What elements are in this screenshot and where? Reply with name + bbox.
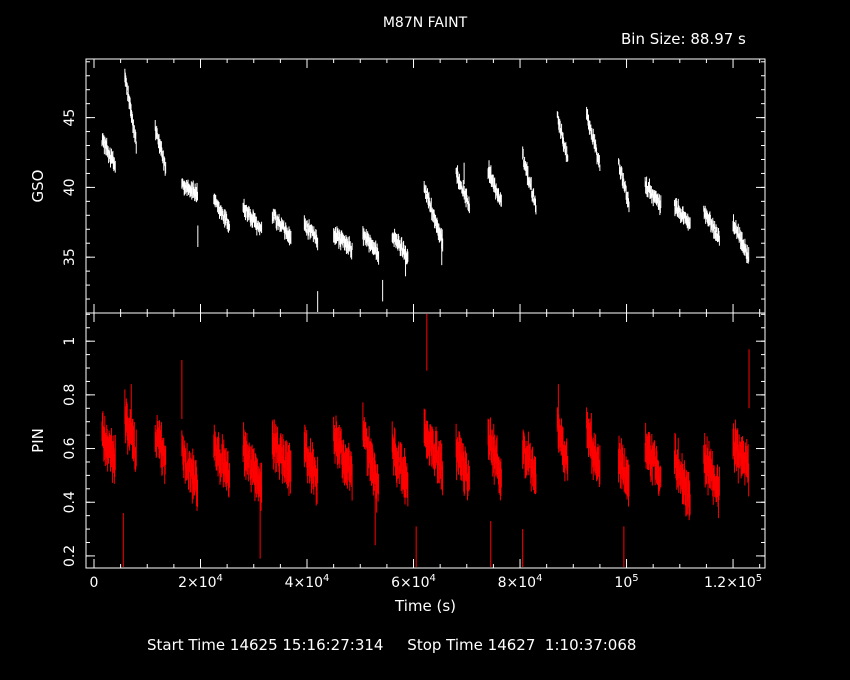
stop-time-value: 14627 1:10:37:068 xyxy=(487,636,637,654)
y-tick-label: 40 xyxy=(62,178,78,196)
x-tick-label: 2×104 xyxy=(178,573,223,591)
bin-size-label: Bin Size: 88.97 s xyxy=(621,30,746,48)
x-tick-label: 4×104 xyxy=(285,573,330,591)
x-tick-label: 8×104 xyxy=(498,573,543,591)
y-tick-label: 1 xyxy=(62,337,78,346)
top-y-axis-label: GSO xyxy=(29,170,47,203)
y-tick-label: 0.4 xyxy=(62,491,78,513)
x-axis-label: Time (s) xyxy=(394,597,456,615)
start-time-label: Start Time xyxy=(147,636,226,654)
start-time-value: 14625 15:16:27:314 xyxy=(229,636,384,654)
bottom-panel: 0.2 0.4 0.6 0.8 1 PIN 0 2×104 4×104 6×104 8×104 105… xyxy=(29,312,766,615)
y-tick-label: 0.8 xyxy=(62,384,78,406)
stop-time-label: Stop Time xyxy=(407,636,483,654)
bottom-panel-frame xyxy=(85,312,766,569)
x-tick-label: 105 xyxy=(614,573,638,591)
plot-title: M87N FAINT xyxy=(382,15,468,31)
bottom-y-axis-label: PIN xyxy=(29,428,47,453)
y-tick-label: 45 xyxy=(62,109,78,127)
y-tick-label: 0.2 xyxy=(62,545,78,567)
y-tick-label: 0.6 xyxy=(62,437,78,459)
time-range-footer: Start Time 14625 15:16:27:314 Stop Time … xyxy=(147,636,636,654)
top-panel: 35 40 45 GSO xyxy=(29,58,766,314)
y-tick-label: 35 xyxy=(62,248,78,266)
x-tick-label: 6×104 xyxy=(391,573,436,591)
x-tick-label: 0 xyxy=(90,575,99,591)
x-tick-label: 1.2×105 xyxy=(704,573,762,591)
